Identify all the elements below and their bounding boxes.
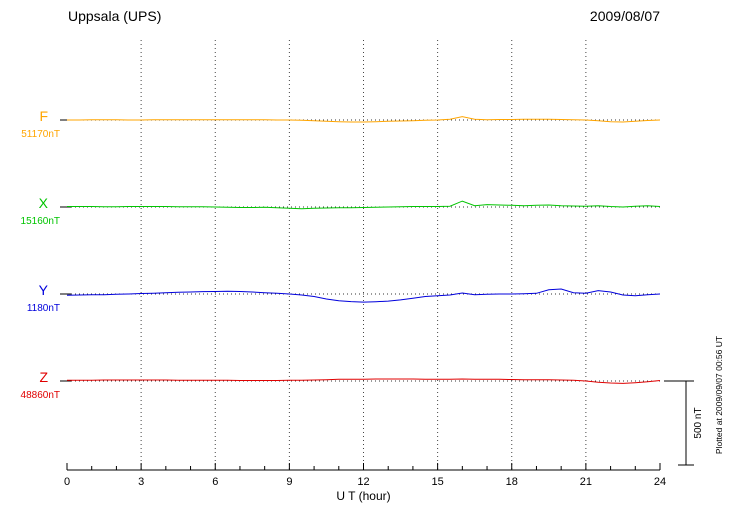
x-tick-label: 3 — [138, 476, 144, 488]
date-label: 2009/08/07 — [589, 8, 660, 24]
series-base-value-F: 51170nT — [21, 129, 60, 140]
trace-F — [67, 116, 661, 123]
series-base-value-Y: 1180nT — [27, 303, 60, 314]
x-tick-label: 15 — [432, 476, 444, 488]
plotted-at-note: Plotted at 2009/09/07 00:56 UT — [714, 336, 724, 454]
x-tick-label: 0 — [64, 476, 70, 488]
series-base-value-X: 15160nT — [21, 216, 60, 227]
series-label-Y: Y — [39, 282, 49, 298]
x-tick-label: 12 — [357, 476, 369, 488]
x-tick-label: 6 — [212, 476, 218, 488]
series-label-Z: Z — [39, 369, 48, 385]
scale-bar-label: 500 nT — [693, 407, 704, 438]
trace-Z — [67, 378, 661, 384]
trace-Y — [66, 288, 661, 303]
series-label-F: F — [39, 108, 48, 124]
x-tick-label: 9 — [286, 476, 292, 488]
series-label-X: X — [39, 195, 49, 211]
station-title: Uppsala (UPS) — [68, 8, 162, 24]
x-tick-label: 21 — [580, 476, 592, 488]
x-axis-label: U T (hour) — [336, 489, 391, 503]
x-tick-label: 18 — [506, 476, 518, 488]
trace-X — [67, 200, 661, 210]
series-base-value-Z: 48860nT — [21, 390, 60, 401]
x-tick-label: 24 — [654, 476, 666, 488]
